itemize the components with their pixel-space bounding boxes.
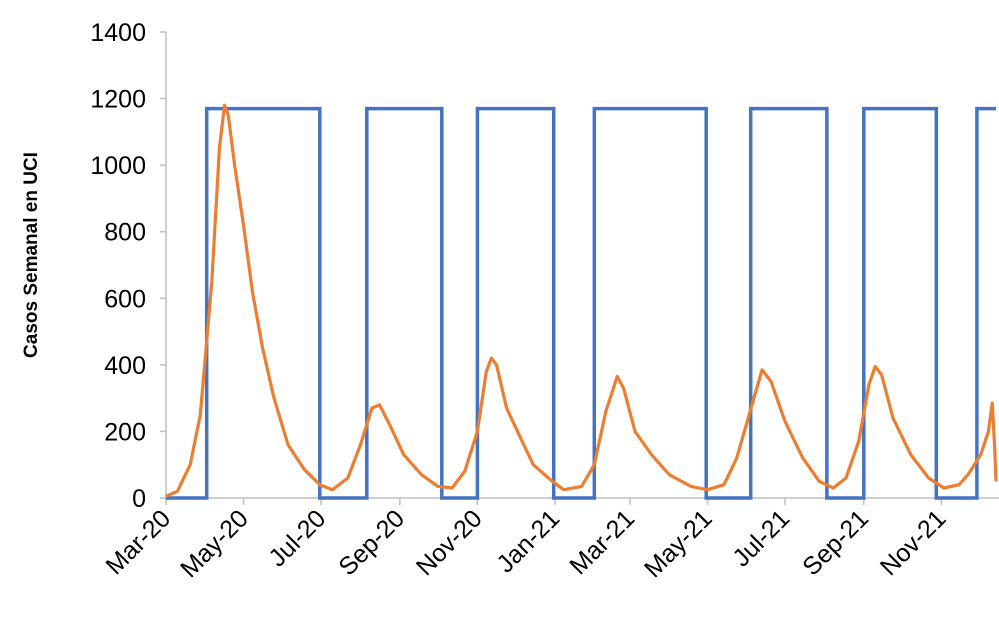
x-tick-label: Jul-21 [727, 504, 795, 572]
x-tick-label: Nov-20 [411, 504, 488, 581]
x-tick-label: May-21 [639, 504, 718, 583]
series-step-line [166, 106, 996, 500]
plot-area [165, 103, 998, 500]
series-cases-line [165, 103, 998, 498]
x-tick-label: May-20 [175, 504, 254, 583]
x-tick-label: Sep-20 [333, 504, 410, 581]
x-tick-label: Sep-21 [797, 504, 874, 581]
y-tick-label: 400 [104, 352, 146, 380]
y-tick-label: 0 [132, 485, 146, 513]
y-tick-label: 800 [104, 219, 146, 247]
y-tick-label: 200 [104, 418, 146, 446]
y-tick-label: 1200 [90, 86, 146, 114]
x-tick-label: Jan-21 [491, 504, 565, 578]
x-tick-label: Jul-20 [263, 504, 331, 572]
y-tick-label: 1000 [90, 152, 146, 180]
y-axis-title: Casos Semanal en UCI [21, 152, 42, 358]
y-tick-label: 1400 [90, 19, 146, 47]
x-tick-label: Mar-21 [564, 504, 640, 580]
y-tick-label: 600 [104, 285, 146, 313]
x-tick-label: Nov-21 [875, 504, 952, 581]
x-tick-label: Mar-20 [100, 504, 176, 580]
